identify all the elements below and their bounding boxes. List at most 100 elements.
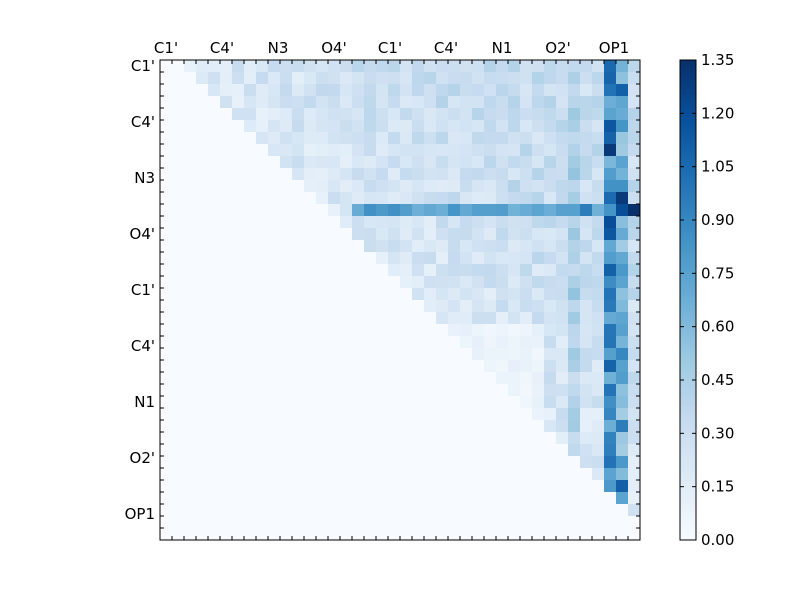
heatmap-cell: [544, 240, 557, 253]
heatmap-cell: [544, 144, 557, 157]
heatmap-cell: [592, 456, 605, 469]
heatmap-cell: [484, 168, 497, 181]
heatmap-cell: [352, 96, 365, 109]
heatmap-cell: [472, 60, 485, 73]
heatmap-cell: [400, 300, 413, 313]
heatmap-cell: [448, 84, 461, 97]
heatmap-cell: [292, 324, 305, 337]
heatmap-cell: [292, 204, 305, 217]
heatmap-cell: [316, 144, 329, 157]
heatmap-cell: [400, 252, 413, 265]
heatmap-cell: [184, 144, 197, 157]
heatmap-cell: [412, 240, 425, 253]
heatmap-cell: [508, 84, 521, 97]
heatmap-cell: [436, 228, 449, 241]
heatmap-cell: [328, 120, 341, 133]
heatmap-cell: [496, 120, 509, 133]
heatmap-cell: [292, 192, 305, 205]
heatmap-cell: [436, 60, 449, 73]
heatmap-cell: [436, 396, 449, 409]
heatmap-cell: [172, 60, 185, 73]
heatmap-cell: [532, 504, 545, 517]
heatmap-cell: [412, 276, 425, 289]
heatmap-cell: [568, 408, 581, 421]
heatmap-cell: [280, 516, 293, 529]
heatmap-cell: [352, 432, 365, 445]
heatmap-cell: [568, 216, 581, 229]
heatmap-cell: [172, 84, 185, 97]
heatmap-cell: [280, 120, 293, 133]
heatmap-cell: [352, 420, 365, 433]
heatmap-cell: [280, 480, 293, 493]
heatmap-cell: [556, 420, 569, 433]
heatmap-cell: [268, 360, 281, 373]
heatmap-cell: [580, 504, 593, 517]
heatmap-cell: [508, 348, 521, 361]
heatmap-cell: [196, 276, 209, 289]
heatmap-cell: [544, 396, 557, 409]
heatmap-cell: [592, 240, 605, 253]
heatmap-cell: [160, 204, 173, 217]
heatmap-cell: [412, 300, 425, 313]
heatmap-cell: [556, 372, 569, 385]
heatmap-cell: [340, 300, 353, 313]
heatmap-cell: [424, 288, 437, 301]
y-tick-label: C4': [131, 337, 155, 355]
heatmap-cell: [412, 204, 425, 217]
heatmap-cell: [220, 288, 233, 301]
heatmap-cell: [292, 456, 305, 469]
heatmap-cell: [496, 468, 509, 481]
heatmap-cell: [532, 168, 545, 181]
heatmap-cell: [184, 420, 197, 433]
heatmap-cell: [364, 420, 377, 433]
heatmap-cell: [232, 456, 245, 469]
heatmap-cell: [532, 420, 545, 433]
heatmap-cell: [436, 108, 449, 121]
heatmap-cell: [340, 84, 353, 97]
heatmap-cell: [340, 168, 353, 181]
heatmap-cell: [280, 420, 293, 433]
heatmap-cell: [220, 228, 233, 241]
heatmap-cell: [352, 456, 365, 469]
heatmap-cell: [556, 528, 569, 541]
heatmap-cell: [340, 264, 353, 277]
heatmap-cell: [376, 108, 389, 121]
heatmap-cell: [484, 204, 497, 217]
heatmap-cell: [412, 396, 425, 409]
heatmap-cell: [184, 204, 197, 217]
heatmap-cell: [628, 336, 641, 349]
heatmap-cell: [412, 168, 425, 181]
heatmap-cell: [160, 264, 173, 277]
heatmap-cell: [592, 312, 605, 325]
heatmap-cell: [412, 324, 425, 337]
heatmap-cell: [568, 276, 581, 289]
heatmap-cell: [460, 504, 473, 517]
heatmap-cell: [388, 396, 401, 409]
heatmap-cell: [508, 108, 521, 121]
heatmap-cell: [208, 276, 221, 289]
y-tick-label: C1': [131, 281, 155, 299]
heatmap-cell: [208, 84, 221, 97]
heatmap-cell: [352, 528, 365, 541]
heatmap-cell: [196, 192, 209, 205]
heatmap-cell: [172, 516, 185, 529]
heatmap-cell: [448, 324, 461, 337]
heatmap-cell: [232, 180, 245, 193]
heatmap-cell: [580, 348, 593, 361]
heatmap-cell: [340, 108, 353, 121]
heatmap-cell: [184, 504, 197, 517]
heatmap-cell: [160, 240, 173, 253]
heatmap-cell: [208, 192, 221, 205]
heatmap-cell: [364, 480, 377, 493]
heatmap-cell: [448, 492, 461, 505]
heatmap-cell: [304, 264, 317, 277]
heatmap-cell: [304, 480, 317, 493]
heatmap-cell: [508, 132, 521, 145]
heatmap-cell: [376, 288, 389, 301]
heatmap-cell: [472, 192, 485, 205]
heatmap-cell: [388, 72, 401, 85]
heatmap-cell: [388, 504, 401, 517]
heatmap-cell: [496, 504, 509, 517]
heatmap-cell: [268, 216, 281, 229]
heatmap-cell: [532, 384, 545, 397]
